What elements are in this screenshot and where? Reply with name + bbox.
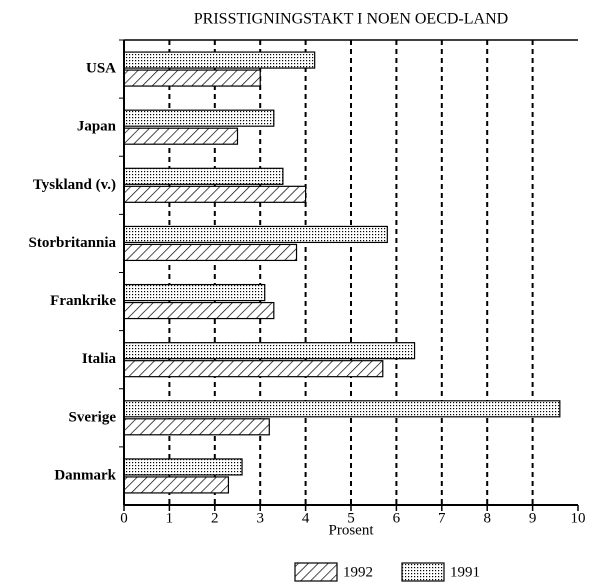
x-tick-label: 10 bbox=[571, 510, 586, 526]
y-tick-label: Storbritannia bbox=[28, 235, 116, 251]
legend-label: 1991 bbox=[450, 564, 480, 580]
x-axis-label: Prosent bbox=[329, 522, 375, 538]
chart-title: PRISSTIGNINGSTAKT I NOEN OECD-LAND bbox=[194, 11, 508, 28]
y-tick-label: Tyskland (v.) bbox=[33, 177, 116, 193]
legend-swatch bbox=[401, 562, 445, 582]
x-tick-label: 3 bbox=[256, 510, 264, 526]
bar bbox=[123, 418, 270, 436]
y-tick-label: USA bbox=[86, 61, 116, 77]
bar bbox=[123, 283, 266, 302]
x-tick-label: 9 bbox=[529, 510, 537, 526]
x-tick-label: 7 bbox=[438, 510, 446, 526]
x-tick-label: 0 bbox=[120, 510, 128, 526]
bar bbox=[123, 301, 275, 320]
bar bbox=[123, 167, 284, 185]
legend-swatch bbox=[294, 562, 338, 582]
x-tick-label: 5 bbox=[347, 510, 355, 526]
y-tick-label: Frankrike bbox=[50, 293, 116, 309]
bar bbox=[123, 69, 261, 87]
bar bbox=[123, 225, 388, 244]
bar bbox=[123, 51, 316, 69]
y-tick-label: Japan bbox=[77, 119, 117, 135]
bar bbox=[123, 185, 307, 203]
x-tick-label: 8 bbox=[483, 510, 491, 526]
bar bbox=[123, 476, 230, 494]
x-tick-label: 4 bbox=[302, 510, 310, 526]
bar bbox=[123, 360, 384, 378]
y-tick-label: Italia bbox=[82, 351, 117, 367]
x-tick-label: 1 bbox=[166, 510, 174, 526]
bar bbox=[123, 127, 239, 145]
legend-label: 1992 bbox=[343, 564, 373, 580]
bar bbox=[123, 243, 298, 262]
bar bbox=[123, 400, 561, 418]
bar bbox=[123, 109, 275, 127]
y-tick-label: Sverige bbox=[69, 409, 117, 425]
y-tick-label: Danmark bbox=[54, 467, 116, 483]
x-tick-label: 2 bbox=[211, 510, 219, 526]
x-tick-label: 6 bbox=[393, 510, 401, 526]
bar bbox=[123, 458, 243, 476]
bar bbox=[123, 342, 416, 360]
